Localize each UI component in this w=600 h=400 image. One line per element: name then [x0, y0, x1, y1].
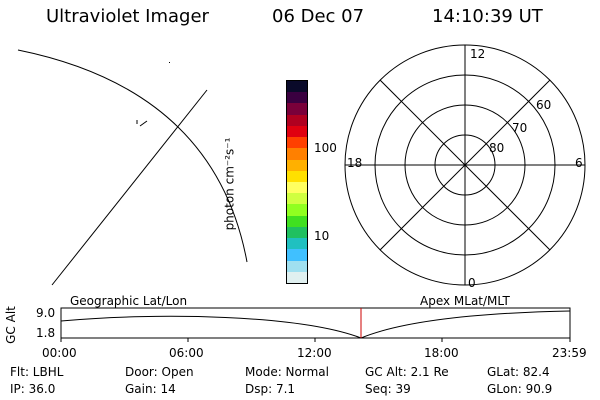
- polar-label-18: 18: [347, 156, 363, 170]
- colorbar-segment: [287, 103, 307, 115]
- colorbar-segment: [287, 238, 307, 250]
- info-door: Door: Open: [125, 365, 194, 379]
- colorbar-segment: [287, 170, 307, 182]
- colorbar-segment: [287, 215, 307, 227]
- colorbar-segment: [287, 92, 307, 104]
- colorbar-segment: [287, 193, 307, 205]
- terminator-line: [51, 89, 208, 286]
- colorbar-segment: [287, 125, 307, 138]
- info-glat: GLat: 82.4: [487, 365, 550, 379]
- colorbar-tick-10: 10: [314, 229, 330, 243]
- colorbar-segment: [287, 249, 307, 261]
- polar-diagonal-2: [379, 79, 551, 251]
- info-mode: Mode: Normal: [245, 365, 329, 379]
- info-filter: Flt: LBHL: [10, 365, 64, 379]
- timeline-left-label: Geographic Lat/Lon: [70, 294, 188, 308]
- colorbar-segment: [287, 181, 307, 194]
- colorbar-segment: [287, 114, 307, 126]
- timeline-ytick-bottom: 1.8: [36, 326, 56, 340]
- timeline-right-label: Apex MLat/MLT: [420, 294, 510, 308]
- colorbar-segment: [287, 148, 307, 160]
- altitude-curve-right: [360, 310, 571, 339]
- colorbar-segment: [287, 271, 307, 283]
- time-label: 14:10:39 UT: [432, 6, 543, 27]
- map-mark: [139, 120, 148, 127]
- polar-label-6: 6: [575, 156, 583, 170]
- info-dsp: Dsp: 7.1: [245, 382, 296, 396]
- xtick-label-2359: 23:59: [552, 346, 587, 360]
- timeline-ytick-top: 9.0: [36, 306, 56, 320]
- altitude-curve-left: [60, 315, 362, 339]
- colorbar-tick-100: 100: [314, 141, 337, 155]
- info-seq: Seq: 39: [365, 382, 411, 396]
- info-gc-alt: GC Alt: 2.1 Re: [365, 365, 449, 379]
- colorbar-segment: [287, 204, 307, 216]
- colorbar-segment: [287, 159, 307, 171]
- xtick-label-1200: 12:00: [297, 346, 332, 360]
- polar-label-0: 0: [468, 276, 476, 290]
- timeline-frame: [60, 307, 571, 339]
- info-gain: Gain: 14: [125, 382, 176, 396]
- polar-label-12: 12: [470, 47, 486, 61]
- instrument-title: Ultraviolet Imager: [46, 6, 209, 27]
- colorbar-segment: [287, 260, 307, 272]
- polar-label-lat-80: 80: [489, 141, 505, 155]
- xtick-label-0600: 06:00: [169, 346, 204, 360]
- date-label: 06 Dec 07: [272, 6, 365, 27]
- colorbar-segment: [287, 137, 307, 149]
- colorbar-segment: [287, 81, 307, 93]
- colorbar: [286, 80, 308, 284]
- xtick-label-1800: 18:00: [424, 346, 459, 360]
- polar-label-lat-60: 60: [536, 98, 552, 112]
- map-dot: [169, 62, 170, 63]
- info-glon: GLon: 90.9: [487, 382, 553, 396]
- polar-label-lat-70: 70: [512, 121, 528, 135]
- xtick-label-0000: 00:00: [42, 346, 77, 360]
- info-ip: IP: 36.0: [10, 382, 56, 396]
- earth-limb-arc: [17, 49, 248, 263]
- colorbar-segment: [287, 226, 307, 239]
